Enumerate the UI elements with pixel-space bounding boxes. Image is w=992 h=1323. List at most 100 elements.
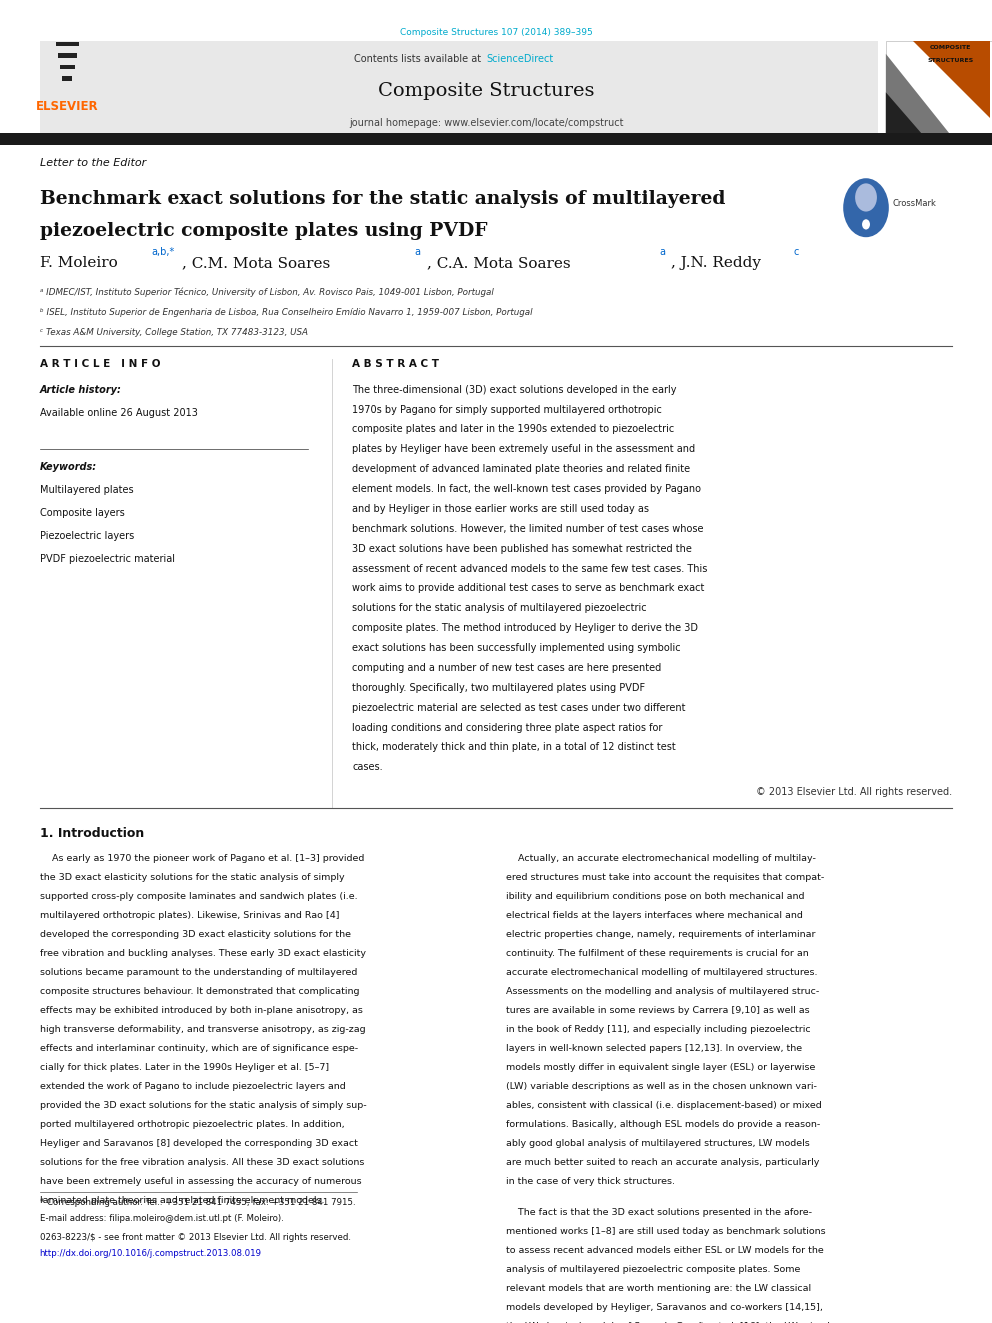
Text: extended the work of Pagano to include piezoelectric layers and: extended the work of Pagano to include p… (40, 1082, 345, 1090)
Text: 1970s by Pagano for simply supported multilayered orthotropic: 1970s by Pagano for simply supported mul… (352, 405, 662, 414)
Text: developed the corresponding 3D exact elasticity solutions for the: developed the corresponding 3D exact ela… (40, 930, 351, 939)
Text: COMPOSITE: COMPOSITE (930, 45, 971, 50)
Text: relevant models that are worth mentioning are: the LW classical: relevant models that are worth mentionin… (506, 1285, 811, 1294)
Bar (56, 41, 79, 46)
Text: to assess recent advanced models either ESL or LW models for the: to assess recent advanced models either … (506, 1246, 823, 1256)
Text: A R T I C L E   I N F O: A R T I C L E I N F O (40, 359, 160, 369)
Text: Benchmark exact solutions for the static analysis of multilayered: Benchmark exact solutions for the static… (40, 189, 725, 208)
Text: Letter to the Editor: Letter to the Editor (40, 157, 146, 168)
Text: STRUCTURES: STRUCTURES (928, 58, 973, 62)
Text: Composite layers: Composite layers (40, 508, 124, 517)
Text: Composite Structures 107 (2014) 389–395: Composite Structures 107 (2014) 389–395 (400, 28, 592, 37)
Text: The fact is that the 3D exact solutions presented in the afore-: The fact is that the 3D exact solutions … (506, 1208, 811, 1217)
Text: Piezoelectric layers: Piezoelectric layers (40, 531, 134, 541)
Text: effects and interlaminar continuity, which are of significance espe-: effects and interlaminar continuity, whi… (40, 1044, 358, 1053)
Text: laminated plate theories and related finite element models.: laminated plate theories and related fin… (40, 1196, 324, 1204)
Polygon shape (886, 93, 923, 135)
Text: element models. In fact, the well-known test cases provided by Pagano: element models. In fact, the well-known … (352, 484, 701, 493)
Text: are much better suited to reach an accurate analysis, particularly: are much better suited to reach an accur… (506, 1158, 819, 1167)
Text: E-mail address: filipa.moleiro@dem.ist.utl.pt (F. Moleiro).: E-mail address: filipa.moleiro@dem.ist.u… (40, 1215, 284, 1224)
Text: A B S T R A C T: A B S T R A C T (352, 359, 439, 369)
Text: cially for thick plates. Later in the 1990s Heyliger et al. [5–7]: cially for thick plates. Later in the 19… (40, 1062, 328, 1072)
Circle shape (862, 220, 870, 229)
Bar (62, 77, 72, 81)
Text: provided the 3D exact solutions for the static analysis of simply sup-: provided the 3D exact solutions for the … (40, 1101, 366, 1110)
Text: composite plates and later in the 1990s extended to piezoelectric: composite plates and later in the 1990s … (352, 425, 675, 434)
Text: a: a (660, 247, 666, 258)
Text: ported multilayered orthotropic piezoelectric plates. In addition,: ported multilayered orthotropic piezoele… (40, 1119, 344, 1129)
Text: © 2013 Elsevier Ltd. All rights reserved.: © 2013 Elsevier Ltd. All rights reserved… (756, 787, 952, 798)
Text: ELSEVIER: ELSEVIER (36, 101, 99, 112)
Text: As early as 1970 the pioneer work of Pagano et al. [1–3] provided: As early as 1970 the pioneer work of Pag… (40, 853, 364, 863)
Polygon shape (913, 41, 990, 118)
Text: effects may be exhibited introduced by both in-plane anisotropy, as: effects may be exhibited introduced by b… (40, 1005, 362, 1015)
Text: exact solutions has been successfully implemented using symbolic: exact solutions has been successfully im… (352, 643, 681, 654)
Text: accurate electromechanical modelling of multilayered structures.: accurate electromechanical modelling of … (506, 968, 817, 976)
Text: layers in well-known selected papers [12,13]. In overview, the: layers in well-known selected papers [12… (506, 1044, 803, 1053)
Text: supported cross-ply composite laminates and sandwich plates (i.e.: supported cross-ply composite laminates … (40, 892, 357, 901)
Text: tures are available in some reviews by Carrera [9,10] as well as: tures are available in some reviews by C… (506, 1005, 809, 1015)
Text: Available online 26 August 2013: Available online 26 August 2013 (40, 407, 197, 418)
Text: plates by Heyliger have been extremely useful in the assessment and: plates by Heyliger have been extremely u… (352, 445, 695, 454)
Text: * Corresponding author. Tel.: +351 21 841 7455; fax: +351 21 841 7915.: * Corresponding author. Tel.: +351 21 84… (40, 1197, 355, 1207)
Polygon shape (886, 54, 950, 135)
Text: (LW) variable descriptions as well as in the chosen unknown vari-: (LW) variable descriptions as well as in… (506, 1082, 816, 1090)
Text: 0263-8223/$ - see front matter © 2013 Elsevier Ltd. All rights reserved.: 0263-8223/$ - see front matter © 2013 El… (40, 1233, 351, 1242)
Text: models developed by Heyliger, Saravanos and co-workers [14,15],: models developed by Heyliger, Saravanos … (506, 1303, 822, 1312)
Text: , C.M. Mota Soares: , C.M. Mota Soares (182, 257, 329, 270)
Text: Actually, an accurate electromechanical modelling of multilay-: Actually, an accurate electromechanical … (506, 853, 815, 863)
Text: ably good global analysis of multilayered structures, LW models: ably good global analysis of multilayere… (506, 1139, 809, 1147)
Bar (58, 53, 77, 58)
Text: journal homepage: www.elsevier.com/locate/compstruct: journal homepage: www.elsevier.com/locat… (349, 118, 623, 128)
Text: Article history:: Article history: (40, 385, 122, 394)
Text: electrical fields at the layers interfaces where mechanical and: electrical fields at the layers interfac… (506, 912, 803, 919)
Circle shape (843, 179, 889, 237)
Text: CrossMark: CrossMark (893, 200, 936, 208)
Text: Heyliger and Saravanos [8] developed the corresponding 3D exact: Heyliger and Saravanos [8] developed the… (40, 1139, 357, 1147)
Text: formulations. Basically, although ESL models do provide a reason-: formulations. Basically, although ESL mo… (506, 1119, 820, 1129)
Text: composite structures behaviour. It demonstrated that complicating: composite structures behaviour. It demon… (40, 987, 359, 996)
Text: thoroughly. Specifically, two multilayered plates using PVDF: thoroughly. Specifically, two multilayer… (352, 683, 645, 693)
Text: continuity. The fulfilment of these requirements is crucial for an: continuity. The fulfilment of these requ… (506, 949, 808, 958)
Text: a: a (415, 247, 421, 258)
Text: Multilayered plates: Multilayered plates (40, 484, 133, 495)
Text: cases.: cases. (352, 762, 383, 773)
Text: analysis of multilayered piezoelectric composite plates. Some: analysis of multilayered piezoelectric c… (506, 1265, 801, 1274)
Text: assessment of recent advanced models to the same few test cases. This: assessment of recent advanced models to … (352, 564, 707, 574)
Circle shape (855, 184, 877, 212)
Text: benchmark solutions. However, the limited number of test cases whose: benchmark solutions. However, the limite… (352, 524, 703, 533)
Text: free vibration and buckling analyses. These early 3D exact elasticity: free vibration and buckling analyses. Th… (40, 949, 366, 958)
Text: Keywords:: Keywords: (40, 462, 97, 471)
Text: piezoelectric material are selected as test cases under two different: piezoelectric material are selected as t… (352, 703, 685, 713)
Text: 1. Introduction: 1. Introduction (40, 827, 144, 840)
Text: Composite Structures: Composite Structures (378, 82, 594, 101)
Text: computing and a number of new test cases are here presented: computing and a number of new test cases… (352, 663, 662, 673)
Text: composite plates. The method introduced by Heyliger to derive the 3D: composite plates. The method introduced … (352, 623, 698, 634)
Text: high transverse deformability, and transverse anisotropy, as zig-zag: high transverse deformability, and trans… (40, 1025, 365, 1033)
Text: loading conditions and considering three plate aspect ratios for: loading conditions and considering three… (352, 722, 663, 733)
Text: , J.N. Reddy: , J.N. Reddy (671, 257, 761, 270)
Text: F. Moleiro: F. Moleiro (40, 257, 117, 270)
Text: The three-dimensional (3D) exact solutions developed in the early: The three-dimensional (3D) exact solutio… (352, 385, 677, 394)
Text: solutions for the static analysis of multilayered piezoelectric: solutions for the static analysis of mul… (352, 603, 647, 614)
Text: and by Heyliger in those earlier works are still used today as: and by Heyliger in those earlier works a… (352, 504, 649, 513)
Text: 3D exact solutions have been published has somewhat restricted the: 3D exact solutions have been published h… (352, 544, 692, 553)
Bar (886, 41, 992, 135)
Text: http://dx.doi.org/10.1016/j.compstruct.2013.08.019: http://dx.doi.org/10.1016/j.compstruct.2… (40, 1249, 262, 1258)
Text: models mostly differ in equivalent single layer (ESL) or layerwise: models mostly differ in equivalent singl… (506, 1062, 815, 1072)
Text: ᵇ ISEL, Instituto Superior de Engenharia de Lisboa, Rua Conselheiro Emídio Navar: ᵇ ISEL, Instituto Superior de Engenharia… (40, 308, 532, 316)
Text: in the book of Reddy [11], and especially including piezoelectric: in the book of Reddy [11], and especiall… (506, 1025, 810, 1033)
Text: in the case of very thick structures.: in the case of very thick structures. (506, 1176, 675, 1185)
Text: solutions for the free vibration analysis. All these 3D exact solutions: solutions for the free vibration analysi… (40, 1158, 364, 1167)
Text: electric properties change, namely, requirements of interlaminar: electric properties change, namely, requ… (506, 930, 815, 939)
Text: thick, moderately thick and thin plate, in a total of 12 distinct test: thick, moderately thick and thin plate, … (352, 742, 676, 753)
Text: mentioned works [1–8] are still used today as benchmark solutions: mentioned works [1–8] are still used tod… (506, 1228, 825, 1236)
Text: piezoelectric composite plates using PVDF: piezoelectric composite plates using PVD… (40, 222, 487, 239)
Text: ered structures must take into account the requisites that compat-: ered structures must take into account t… (506, 873, 824, 882)
Text: ables, consistent with classical (i.e. displacement-based) or mixed: ables, consistent with classical (i.e. d… (506, 1101, 821, 1110)
Text: c: c (794, 247, 799, 258)
Text: ᵃ IDMEC/IST, Instituto Superior Técnico, University of Lisbon, Av. Rovisco Pais,: ᵃ IDMEC/IST, Instituto Superior Técnico,… (40, 287, 493, 296)
Text: , C.A. Mota Soares: , C.A. Mota Soares (427, 257, 570, 270)
Bar (0, 134, 992, 146)
Text: ᶜ Texas A&M University, College Station, TX 77483-3123, USA: ᶜ Texas A&M University, College Station,… (40, 328, 308, 337)
